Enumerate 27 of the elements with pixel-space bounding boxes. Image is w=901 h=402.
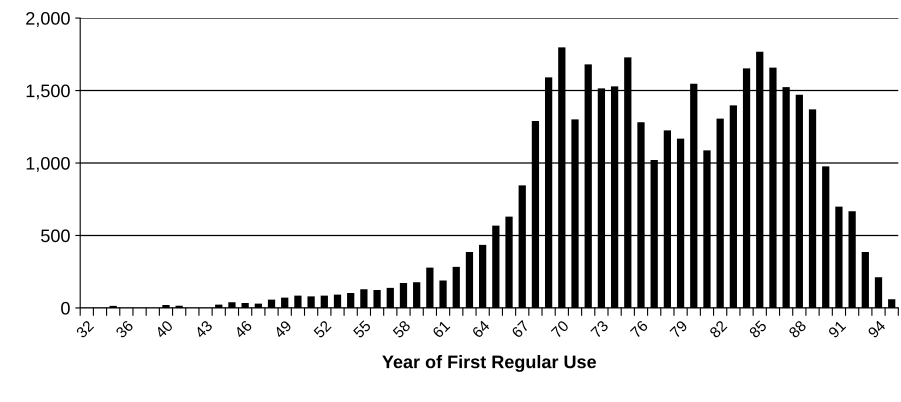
x-tick-label: 55 xyxy=(352,320,372,339)
x-tick-label: 73 xyxy=(590,320,609,338)
x-tick-label: 52 xyxy=(313,320,332,339)
x-tick-label: 64 xyxy=(471,320,490,338)
x-tick-label: 91 xyxy=(828,320,846,338)
x-tick-label: 40 xyxy=(154,320,174,339)
y-tick-label: 0 xyxy=(61,302,70,315)
x-tick-label: 94 xyxy=(867,320,886,338)
x-tick-label: 82 xyxy=(708,320,728,339)
x-tick-label: 76 xyxy=(630,320,648,338)
x-tick-label: 88 xyxy=(788,320,807,339)
y-tick-label: 500 xyxy=(41,229,70,242)
x-tick-label: 70 xyxy=(550,320,570,338)
x-tick-label: 43 xyxy=(194,320,214,339)
x-tick-label: 32 xyxy=(75,320,94,339)
x-tick-label: 79 xyxy=(669,320,688,338)
y-tick-label: 2,000 xyxy=(26,12,70,27)
x-tick-label: 46 xyxy=(234,320,253,339)
x-axis-title: Year of First Regular Use xyxy=(382,355,596,372)
x-tick-label: 61 xyxy=(432,320,450,338)
x-tick-label: 67 xyxy=(511,320,530,338)
y-tick-label: 1,000 xyxy=(26,156,70,172)
y-tick-label: 1,500 xyxy=(26,84,70,100)
x-tick-label: 36 xyxy=(115,320,134,339)
x-tick-label: 85 xyxy=(748,320,768,339)
x-tick-label: 58 xyxy=(392,320,411,339)
x-tick-label: 49 xyxy=(273,320,292,339)
